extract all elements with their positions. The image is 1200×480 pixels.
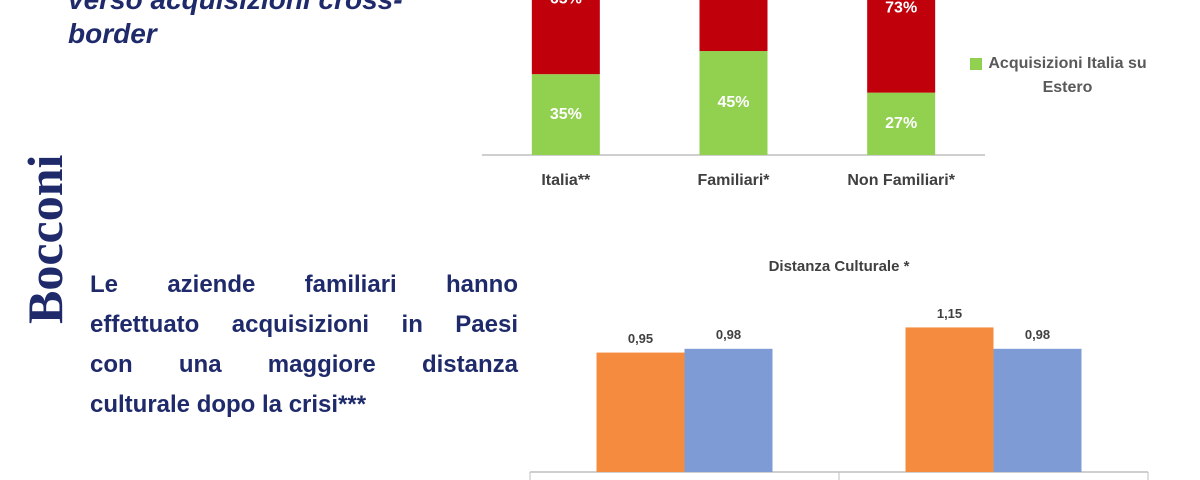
heading-line: border xyxy=(68,18,157,49)
bar-segment xyxy=(699,51,768,155)
paragraph: Le aziende familiari hanno effettuato ac… xyxy=(90,265,518,425)
bar-segment xyxy=(531,74,600,155)
bar-segment xyxy=(867,0,936,93)
paragraph-line: culturale dopo la crisi*** xyxy=(90,391,367,418)
data-label: 73% xyxy=(885,0,917,17)
bar xyxy=(684,348,773,472)
paragraph-line: Le aziende familiari hanno xyxy=(90,271,518,298)
chart-title: Distanza Culturale * xyxy=(769,258,910,275)
legend-label: Acquisizioni Italia su Estero xyxy=(988,55,1147,96)
data-label: 1,15 xyxy=(937,306,962,321)
bar xyxy=(596,352,685,472)
bar-segment xyxy=(867,92,936,155)
data-label: 0,98 xyxy=(1025,327,1050,342)
bar xyxy=(905,327,994,472)
data-label: 65% xyxy=(550,0,582,7)
data-label: 0,95 xyxy=(628,331,653,346)
x-tick-label: Non Familiari* xyxy=(847,172,955,189)
data-label: 27% xyxy=(885,115,917,132)
data-label: 45% xyxy=(717,94,749,111)
data-label: 35% xyxy=(550,106,582,123)
x-tick-label: Italia** xyxy=(541,172,591,189)
bar-segment xyxy=(699,0,768,52)
x-tick-label: Familiari* xyxy=(697,172,770,189)
bar xyxy=(993,348,1082,472)
paragraph-line: con una maggiore distanza xyxy=(90,351,518,378)
bar-segment xyxy=(531,0,600,75)
legend-swatch xyxy=(970,58,982,70)
paragraph-line: effettuato acquisizioni in Paesi xyxy=(90,311,518,338)
heading-line: verso acquisizioni cross- xyxy=(68,0,403,16)
data-label: 0,98 xyxy=(716,327,741,342)
